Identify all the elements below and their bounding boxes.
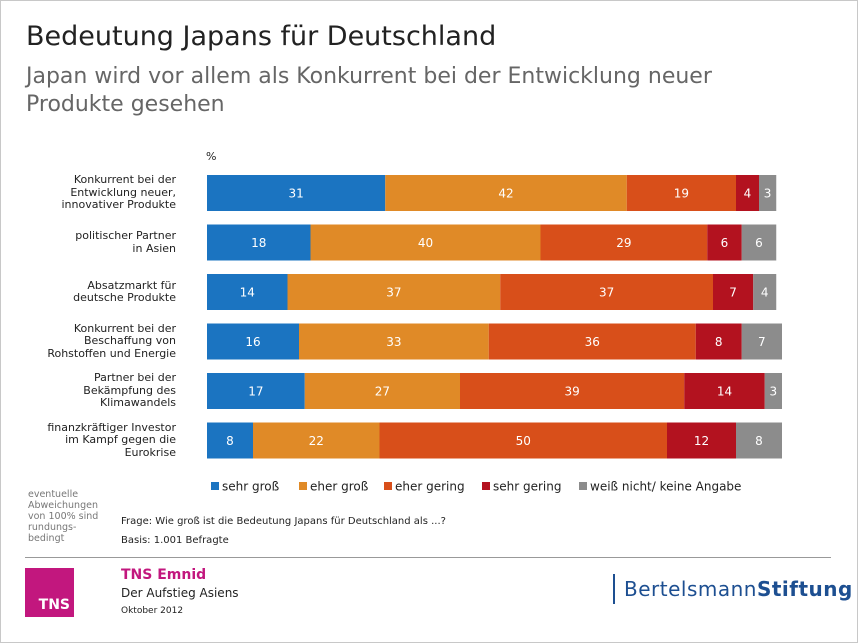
bar-segment — [741, 323, 782, 360]
value-label: 8 — [715, 335, 723, 349]
category-label: finanzkräftiger Investor im Kampf gegen … — [47, 420, 176, 459]
value-label: 7 — [758, 335, 766, 349]
bar-segment — [667, 422, 736, 459]
value-label: 7 — [729, 286, 737, 300]
value-label: 37 — [386, 286, 401, 300]
legend-swatch — [299, 482, 307, 490]
bar-segment — [713, 274, 754, 310]
value-label: 42 — [498, 187, 513, 201]
value-label: 31 — [288, 187, 303, 201]
question: Frage: Wie groß ist die Bedeutung Japans… — [121, 516, 446, 527]
logo-text: TNS — [38, 597, 70, 613]
bar-segment — [287, 274, 501, 310]
category-label: Absatzmarkt für deutsche Produkte — [73, 278, 176, 304]
bar-segment — [207, 422, 253, 459]
bar-segment — [304, 373, 460, 409]
value-label: 22 — [309, 434, 324, 448]
value-label: 6 — [721, 236, 729, 250]
bar-segment — [207, 274, 288, 310]
value-label: 12 — [694, 434, 709, 448]
value-label: 50 — [516, 434, 531, 448]
unit-label: % — [206, 150, 217, 163]
category-label: Konkurrent bei der Entwicklung neuer, in… — [61, 173, 176, 212]
bar-segment — [207, 175, 386, 211]
category-label: politischer Partner in Asien — [75, 229, 176, 255]
bar-segment — [736, 422, 782, 459]
bar-segment — [385, 175, 627, 211]
value-label: 18 — [251, 236, 266, 250]
legend-label: sehr groß — [222, 480, 280, 494]
bar-segment — [500, 274, 713, 310]
basis: Basis: 1.001 Befragte — [121, 535, 229, 546]
bar-segment — [540, 224, 708, 261]
bar-segment — [626, 175, 736, 211]
bar-segment — [310, 224, 541, 261]
category-label: Partner bei der Bekämpfung des Klimawand… — [83, 371, 176, 410]
tns-logo: TNS — [25, 568, 74, 617]
value-label: 17 — [248, 385, 263, 399]
bar-segment — [753, 274, 777, 310]
legend-swatch — [579, 482, 587, 490]
value-label: 19 — [674, 187, 689, 201]
bar-segment — [759, 175, 777, 211]
bar-segment — [379, 422, 667, 459]
bar-segment — [253, 422, 380, 459]
value-label: 40 — [418, 236, 433, 250]
value-label: 27 — [375, 385, 390, 399]
subtitle: Japan wird vor allem als Konkurrent bei … — [26, 64, 712, 117]
bar-segment — [736, 175, 759, 211]
footnote: eventuelle Abweichungen von 100% sind ru… — [28, 489, 99, 544]
date: Oktober 2012 — [121, 606, 184, 616]
bar-segment — [764, 373, 782, 409]
value-label: 37 — [599, 286, 614, 300]
bar-segment — [684, 373, 765, 409]
bar-segment — [707, 224, 742, 261]
value-label: 29 — [616, 236, 631, 250]
legend-label: weiß nicht/ keine Angabe — [590, 480, 741, 494]
company: TNS Emnid — [121, 567, 207, 583]
legend-swatch — [211, 482, 219, 490]
value-label: 14 — [240, 286, 255, 300]
bar-segment — [741, 224, 777, 261]
value-label: 8 — [755, 434, 763, 448]
brand: BertelsmannStiftung — [624, 577, 853, 601]
bar-segment — [299, 323, 489, 360]
bar-segment — [207, 323, 299, 360]
value-label: 4 — [761, 286, 769, 300]
title: Bedeutung Japans für Deutschland — [26, 21, 497, 52]
legend-label: eher gering — [395, 480, 465, 494]
brand-regular: Bertelsmann — [624, 577, 757, 601]
value-label: 33 — [386, 335, 401, 349]
value-label: 14 — [717, 385, 732, 399]
category-label: Konkurrent bei der Beschaffung von Rohst… — [47, 321, 176, 360]
brand-bold: Stiftung — [756, 577, 853, 601]
study: Der Aufstieg Asiens — [121, 586, 239, 600]
legend-swatch — [482, 482, 490, 490]
bar-segment — [207, 224, 311, 261]
value-label: 6 — [755, 236, 763, 250]
value-label: 3 — [764, 187, 772, 201]
legend-label: sehr gering — [493, 480, 561, 494]
value-label: 4 — [744, 187, 752, 201]
value-label: 36 — [585, 335, 600, 349]
bar-segment — [207, 373, 305, 409]
divider — [25, 557, 831, 558]
brand-rule — [613, 574, 615, 604]
bar-segment — [695, 323, 742, 360]
bar-segment — [488, 323, 696, 360]
value-label: 8 — [226, 434, 234, 448]
value-label: 3 — [770, 385, 778, 399]
legend-swatch — [384, 482, 392, 490]
value-label: 39 — [564, 385, 579, 399]
legend-label: eher groß — [310, 480, 369, 494]
value-label: 16 — [245, 335, 260, 349]
bar-segment — [460, 373, 685, 409]
